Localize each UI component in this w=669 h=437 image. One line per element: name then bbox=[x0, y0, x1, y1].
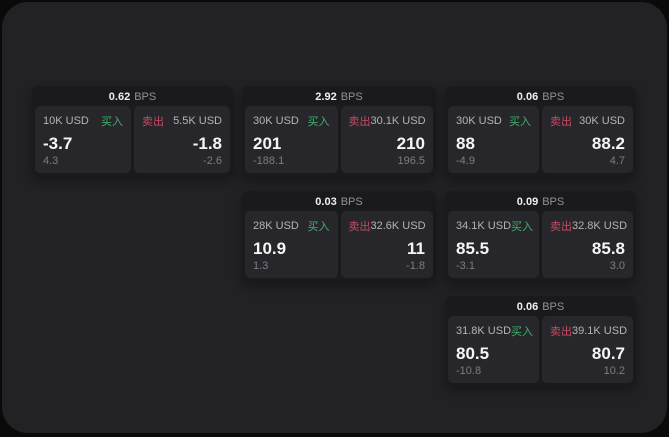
sell-side-label: 卖出 bbox=[348, 116, 371, 128]
buy-delta: -10.8 bbox=[456, 365, 482, 377]
spread-card: 0.06 BPS 30K USD 买入 88 -4.9 卖出 bbox=[445, 86, 636, 176]
bps-value: 0.09 bbox=[516, 196, 539, 208]
sell-notional: 32.8K USD bbox=[572, 220, 628, 232]
bps-header: 2.92 BPS bbox=[245, 89, 433, 106]
spread-card: 2.92 BPS 30K USD 买入 201 -188.1 卖出 bbox=[242, 86, 436, 176]
sell-delta: 196.5 bbox=[397, 155, 425, 167]
sell-side-label: 卖出 bbox=[348, 221, 371, 233]
buy-notional: 34.1K USD bbox=[456, 220, 512, 232]
sell-notional: 30K USD bbox=[579, 115, 625, 127]
buy-delta: 1.3 bbox=[253, 260, 269, 272]
buy-notional: 28K USD bbox=[253, 220, 299, 232]
buy-notional: 10K USD bbox=[43, 115, 89, 127]
buy-side-label: 买入 bbox=[509, 116, 531, 128]
buy-delta: 4.3 bbox=[43, 155, 59, 167]
buy-delta: -4.9 bbox=[456, 155, 475, 167]
buy-notional: 30K USD bbox=[253, 115, 299, 127]
buy-price: 88 bbox=[456, 134, 475, 153]
sell-delta: -1.8 bbox=[406, 260, 425, 272]
buy-notional: 30K USD bbox=[456, 115, 502, 127]
bps-unit-label: BPS bbox=[542, 196, 565, 208]
spread-card: 0.03 BPS 28K USD 买入 10.9 1.3 卖出 bbox=[242, 191, 436, 281]
sell-notional: 30.1K USD bbox=[370, 115, 426, 127]
buy-cell[interactable]: 10K USD 买入 -3.7 4.3 bbox=[35, 106, 131, 173]
sell-cell[interactable]: 卖出 30K USD 88.2 4.7 bbox=[542, 106, 633, 173]
buy-side-label: 买入 bbox=[511, 326, 534, 338]
sell-cell[interactable]: 卖出 39.1K USD 80.7 10.2 bbox=[542, 316, 633, 383]
buy-side-label: 买入 bbox=[511, 221, 534, 233]
spread-card: 0.09 BPS 34.1K USD 买入 85.5 -3.1 卖出 bbox=[445, 191, 636, 281]
sell-notional: 5.5K USD bbox=[173, 115, 222, 127]
sell-price: 80.7 bbox=[591, 344, 625, 363]
sell-side-label: 卖出 bbox=[142, 116, 164, 128]
sell-delta: 3.0 bbox=[609, 260, 625, 272]
buy-side-label: 买入 bbox=[307, 221, 330, 233]
sell-cell[interactable]: 卖出 30.1K USD 210 196.5 bbox=[340, 106, 433, 173]
sell-cell[interactable]: 卖出 5.5K USD -1.8 -2.6 bbox=[134, 106, 230, 173]
bps-value: 0.03 bbox=[315, 196, 337, 208]
sell-delta: 10.2 bbox=[603, 365, 625, 377]
bps-header: 0.03 BPS bbox=[245, 194, 433, 211]
sell-side-label: 卖出 bbox=[550, 221, 572, 233]
buy-notional: 31.8K USD bbox=[456, 325, 512, 337]
sell-price: -1.8 bbox=[192, 134, 222, 153]
bps-header: 0.06 BPS bbox=[448, 299, 633, 316]
sell-price: 85.8 bbox=[591, 239, 625, 258]
bps-header: 0.62 BPS bbox=[35, 89, 230, 106]
sell-side-label: 卖出 bbox=[550, 116, 572, 128]
bps-value: 0.06 bbox=[516, 91, 539, 103]
buy-cell[interactable]: 30K USD 买入 201 -188.1 bbox=[245, 106, 338, 173]
sell-delta: -2.6 bbox=[203, 155, 222, 167]
sell-delta: 4.7 bbox=[609, 155, 625, 167]
buy-cell[interactable]: 34.1K USD 买入 85.5 -3.1 bbox=[448, 211, 539, 278]
spread-cards-grid: 0.62 BPS 10K USD 买入 -3.7 4.3 卖出 bbox=[32, 86, 636, 386]
buy-side-label: 买入 bbox=[307, 116, 330, 128]
bps-value: 0.06 bbox=[516, 301, 539, 313]
sell-price: 88.2 bbox=[591, 134, 625, 153]
bps-unit-label: BPS bbox=[542, 91, 565, 103]
bps-value: 0.62 bbox=[108, 91, 131, 103]
buy-delta: -188.1 bbox=[253, 155, 285, 167]
buy-price: 10.9 bbox=[253, 239, 287, 258]
sell-notional: 39.1K USD bbox=[572, 325, 628, 337]
spread-card: 0.06 BPS 31.8K USD 买入 80.5 -10.8 卖出 bbox=[445, 296, 636, 386]
bps-header: 0.06 BPS bbox=[448, 89, 633, 106]
bps-unit-label: BPS bbox=[340, 91, 363, 103]
bps-unit-label: BPS bbox=[340, 196, 363, 208]
sell-price: 210 bbox=[396, 134, 425, 153]
bps-value: 2.92 bbox=[315, 91, 337, 103]
buy-price: 80.5 bbox=[456, 344, 490, 363]
buy-price: -3.7 bbox=[43, 134, 73, 153]
sell-price: 11 bbox=[407, 239, 425, 258]
sell-side-label: 卖出 bbox=[550, 326, 572, 338]
buy-delta: -3.1 bbox=[456, 260, 475, 272]
sell-cell[interactable]: 卖出 32.8K USD 85.8 3.0 bbox=[542, 211, 633, 278]
bps-unit-label: BPS bbox=[134, 91, 157, 103]
buy-cell[interactable]: 28K USD 买入 10.9 1.3 bbox=[245, 211, 338, 278]
buy-side-label: 买入 bbox=[101, 116, 123, 128]
buy-price: 85.5 bbox=[456, 239, 490, 258]
sell-notional: 32.6K USD bbox=[370, 220, 426, 232]
buy-cell[interactable]: 30K USD 买入 88 -4.9 bbox=[448, 106, 539, 173]
spread-card: 0.62 BPS 10K USD 买入 -3.7 4.3 卖出 bbox=[32, 86, 233, 176]
buy-cell[interactable]: 31.8K USD 买入 80.5 -10.8 bbox=[448, 316, 539, 383]
sell-cell[interactable]: 卖出 32.6K USD 11 -1.8 bbox=[340, 211, 433, 278]
bps-header: 0.09 BPS bbox=[448, 194, 633, 211]
bps-unit-label: BPS bbox=[542, 301, 565, 313]
buy-price: 201 bbox=[253, 134, 282, 153]
